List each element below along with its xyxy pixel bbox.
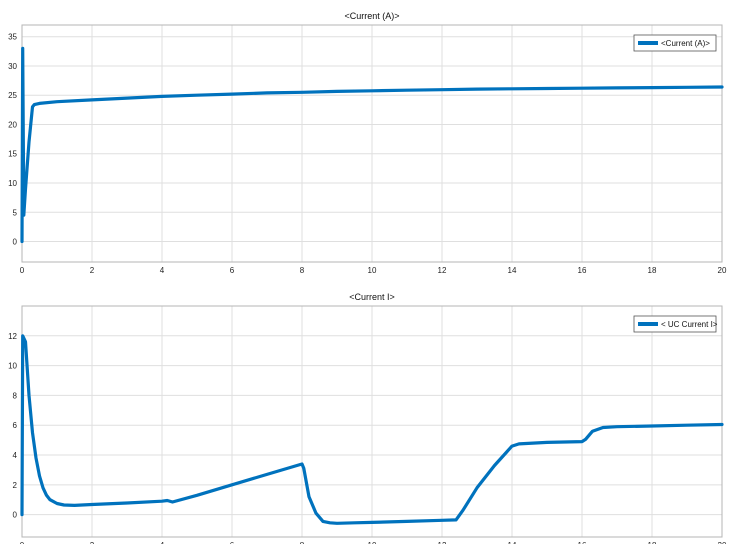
y-tick-label: 20 [8, 120, 17, 129]
chart-title: <Current (A)> [344, 11, 399, 21]
y-tick-label: 5 [13, 208, 18, 217]
x-tick-label: 8 [300, 266, 305, 275]
x-tick-label: 6 [230, 541, 235, 544]
series-line [20, 46, 724, 244]
y-tick-label: 25 [8, 91, 17, 100]
x-tick-label: 12 [438, 541, 447, 544]
x-tick-label: 6 [230, 266, 235, 275]
y-tick-label: 2 [13, 481, 18, 490]
legend-label: <Current (A)> [661, 39, 710, 48]
x-tick-label: 4 [160, 541, 165, 544]
x-tick-label: 16 [578, 541, 587, 544]
y-tick-label: 10 [8, 179, 17, 188]
y-tick-label: 12 [8, 332, 17, 341]
series-line [20, 334, 724, 525]
x-tick-label: 2 [90, 541, 95, 544]
y-tick-label: 15 [8, 150, 17, 159]
x-tick-label: 16 [578, 266, 587, 275]
y-tick-label: 6 [13, 421, 18, 430]
x-tick-label: 18 [648, 266, 657, 275]
y-tick-label: 35 [8, 33, 17, 42]
chart-title: <Current I> [349, 292, 395, 302]
legend: <Current (A)> [633, 34, 717, 52]
y-tick-label: 10 [8, 362, 17, 371]
legend-box [633, 315, 717, 333]
x-tick-label: 20 [718, 541, 727, 544]
y-tick-label: 0 [13, 511, 18, 520]
x-tick-label: 4 [160, 266, 165, 275]
chart-panel-2: 0 2 4 6 8 10 12 14 16 18 20 0 2 4 6 8 10 12 <Current I> < U… [8, 292, 727, 544]
y-tick-label: 4 [13, 451, 18, 460]
x-tick-label: 14 [508, 266, 517, 275]
x-tick-label: 10 [368, 266, 377, 275]
x-tick-label: 8 [300, 541, 305, 544]
legend-box [633, 34, 717, 52]
x-tick-label: 14 [508, 541, 517, 544]
x-tick-label: 12 [438, 266, 447, 275]
x-tick-label: 0 [20, 541, 25, 544]
y-tick-label: 8 [13, 391, 18, 400]
x-tick-label: 2 [90, 266, 95, 275]
y-tick-label: 0 [13, 238, 18, 247]
x-tick-label: 20 [718, 266, 727, 275]
x-tick-label: 0 [20, 266, 25, 275]
x-tick-label: 10 [368, 541, 377, 544]
legend: < UC Current I> [633, 315, 718, 333]
x-tick-label: 18 [648, 541, 657, 544]
y-tick-label: 30 [8, 62, 17, 71]
chart-panel-1: 0 2 4 6 8 10 12 14 16 18 20 0 5 10 15 20 25 30 35 <Current … [8, 11, 727, 275]
legend-label: < UC Current I> [661, 320, 718, 329]
